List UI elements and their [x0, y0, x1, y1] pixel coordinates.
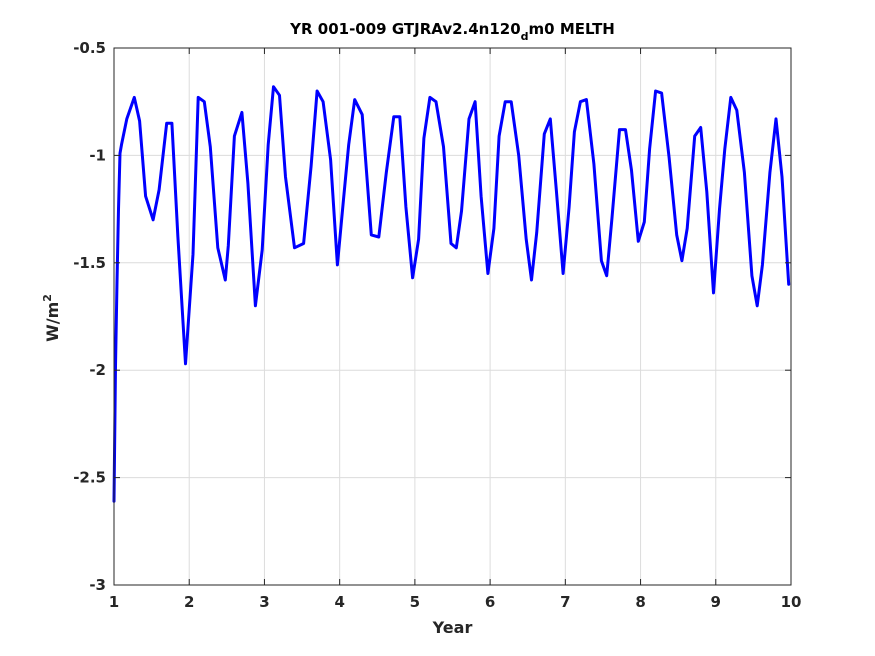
x-tick-label: 1 — [109, 593, 119, 611]
x-tick-label: 4 — [334, 593, 344, 611]
y-tick-label: -1 — [89, 146, 106, 164]
y-tick-label: -2.5 — [73, 469, 106, 487]
chart-title-main: YR 001-009 GTJRAv2.4n120 — [289, 20, 521, 38]
ticks — [113, 47, 792, 586]
y-tick-label: -0.5 — [73, 39, 106, 57]
series-layer — [112, 85, 791, 503]
x-tick-label: 8 — [635, 593, 645, 611]
plot-frame — [113, 47, 792, 586]
y-axis-label-superscript: 2 — [41, 294, 54, 302]
plot-area — [114, 48, 791, 585]
y-tick-labels: -3 -2.5 -2 -1.5 -1 -0.5 — [73, 39, 106, 594]
x-tick-label: 10 — [781, 593, 802, 611]
chart-title-rest: m0 MELTH — [529, 20, 615, 38]
chart-title-subscript: d — [521, 30, 529, 43]
y-tick-label: -2 — [89, 361, 106, 379]
x-tick-label: 9 — [711, 593, 721, 611]
y-axis-label: W/m2 — [41, 294, 62, 342]
y-axis-label-base: W/m — [43, 302, 62, 342]
chart-title: YR 001-009 GTJRAv2.4n120dm0 MELTH — [289, 20, 615, 43]
x-tick-labels: 1 2 3 4 5 6 7 8 9 10 — [109, 593, 802, 611]
y-tick-label: -1.5 — [73, 254, 106, 272]
x-tick-label: 7 — [560, 593, 570, 611]
x-tick-label: 2 — [184, 593, 194, 611]
x-axis-label: Year — [432, 618, 473, 637]
y-tick-label: -3 — [89, 576, 106, 594]
series-line — [112, 85, 791, 503]
x-tick-label: 3 — [259, 593, 269, 611]
x-tick-label: 6 — [485, 593, 495, 611]
x-tick-label: 5 — [410, 593, 420, 611]
